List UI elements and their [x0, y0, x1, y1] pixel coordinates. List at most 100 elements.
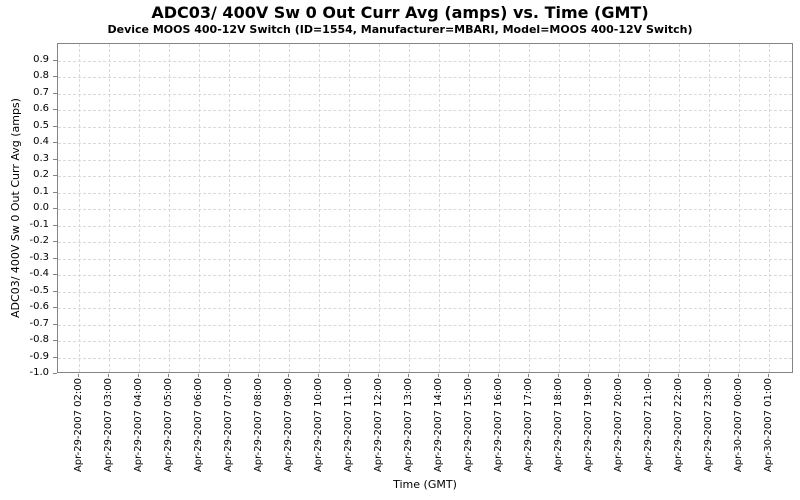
x-tick-mark — [678, 374, 679, 377]
x-tick-mark — [228, 374, 229, 377]
x-tick-mark — [738, 374, 739, 377]
h-gridline — [58, 192, 792, 194]
x-tick-mark — [198, 374, 199, 377]
h-gridline — [58, 308, 792, 309]
x-tick-label: Apr-29-2007 18:00 — [553, 378, 564, 473]
h-gridline — [58, 357, 792, 359]
x-tick-mark — [318, 374, 319, 377]
v-gridline — [709, 44, 710, 372]
x-tick-label: Apr-29-2007 07:00 — [223, 378, 234, 473]
y-tick-label: 0.8 — [33, 70, 49, 81]
x-tick-label: Apr-29-2007 16:00 — [493, 378, 504, 473]
x-tick-label: Apr-29-2007 15:00 — [463, 378, 474, 473]
x-tick-label: Apr-29-2007 04:00 — [133, 378, 144, 473]
x-tick-label: Apr-29-2007 10:00 — [313, 378, 324, 473]
y-tick-mark — [53, 274, 57, 275]
y-tick-label: 0.6 — [33, 103, 49, 114]
x-tick-label: Apr-30-2007 00:00 — [733, 378, 744, 473]
x-tick-mark — [438, 374, 439, 377]
h-gridline — [58, 242, 792, 243]
plot-area — [57, 43, 793, 373]
h-gridline — [58, 291, 792, 293]
x-tick-label: Apr-29-2007 13:00 — [403, 378, 414, 473]
x-tick-label: Apr-29-2007 22:00 — [673, 378, 684, 473]
y-tick-mark — [53, 208, 57, 209]
v-gridline — [79, 44, 80, 372]
x-tick-mark — [618, 374, 619, 377]
h-gridline — [58, 176, 792, 177]
v-gridline — [439, 44, 440, 372]
y-tick-label: 0.3 — [33, 153, 49, 164]
v-gridline — [139, 44, 140, 372]
v-gridline — [289, 44, 290, 372]
v-gridline — [259, 44, 260, 372]
x-axis-label: Time (GMT) — [393, 478, 457, 491]
y-tick-mark — [53, 159, 57, 160]
chart-title: ADC03/ 400V Sw 0 Out Curr Avg (amps) vs.… — [151, 3, 649, 22]
h-gridline — [58, 225, 792, 227]
v-gridline — [169, 44, 170, 372]
y-tick-label: -0.3 — [29, 252, 49, 263]
x-tick-label: Apr-29-2007 09:00 — [283, 378, 294, 473]
x-tick-mark — [168, 374, 169, 377]
v-gridline — [229, 44, 230, 372]
y-tick-mark — [53, 258, 57, 259]
v-gridline — [679, 44, 680, 372]
y-tick-label: 0.5 — [33, 120, 49, 131]
x-tick-label: Apr-29-2007 19:00 — [583, 378, 594, 473]
v-gridline — [559, 44, 560, 372]
y-tick-label: -0.2 — [29, 235, 49, 246]
y-tick-label: -0.9 — [29, 351, 49, 362]
y-tick-label: -0.6 — [29, 301, 49, 312]
h-gridline — [58, 126, 792, 128]
v-gridline — [469, 44, 470, 372]
y-tick-mark — [53, 291, 57, 292]
v-gridline — [319, 44, 320, 372]
y-tick-mark — [53, 93, 57, 94]
h-gridline — [58, 159, 792, 161]
y-tick-mark — [53, 126, 57, 127]
y-tick-mark — [53, 60, 57, 61]
x-tick-mark — [468, 374, 469, 377]
x-tick-mark — [528, 374, 529, 377]
y-tick-mark — [53, 142, 57, 143]
x-tick-mark — [348, 374, 349, 377]
h-gridline — [58, 143, 792, 144]
x-tick-mark — [768, 374, 769, 377]
x-tick-mark — [288, 374, 289, 377]
y-tick-label: 0.9 — [33, 54, 49, 65]
y-tick-label: -0.5 — [29, 285, 49, 296]
y-tick-mark — [53, 324, 57, 325]
h-gridline — [58, 93, 792, 95]
chart-subtitle: Device MOOS 400-12V Switch (ID=1554, Man… — [107, 23, 693, 36]
y-tick-label: 0.0 — [33, 202, 49, 213]
y-tick-mark — [53, 76, 57, 77]
v-gridline — [529, 44, 530, 372]
y-tick-label: -0.8 — [29, 334, 49, 345]
v-gridline — [739, 44, 740, 372]
v-gridline — [589, 44, 590, 372]
x-tick-mark — [588, 374, 589, 377]
v-gridline — [499, 44, 500, 372]
y-tick-mark — [53, 109, 57, 110]
x-tick-label: Apr-29-2007 03:00 — [103, 378, 114, 473]
x-tick-mark — [108, 374, 109, 377]
x-tick-mark — [408, 374, 409, 377]
v-gridline — [649, 44, 650, 372]
x-tick-mark — [378, 374, 379, 377]
y-tick-label: 0.1 — [33, 186, 49, 197]
y-tick-mark — [53, 225, 57, 226]
x-tick-mark — [708, 374, 709, 377]
y-tick-label: -1.0 — [29, 367, 49, 378]
y-tick-label: -0.7 — [29, 318, 49, 329]
x-tick-label: Apr-29-2007 05:00 — [163, 378, 174, 473]
v-gridline — [109, 44, 110, 372]
h-gridline — [58, 324, 792, 326]
y-tick-mark — [53, 175, 57, 176]
x-tick-mark — [138, 374, 139, 377]
x-tick-label: Apr-29-2007 02:00 — [73, 378, 84, 473]
v-gridline — [769, 44, 770, 372]
v-gridline — [619, 44, 620, 372]
y-tick-mark — [53, 241, 57, 242]
